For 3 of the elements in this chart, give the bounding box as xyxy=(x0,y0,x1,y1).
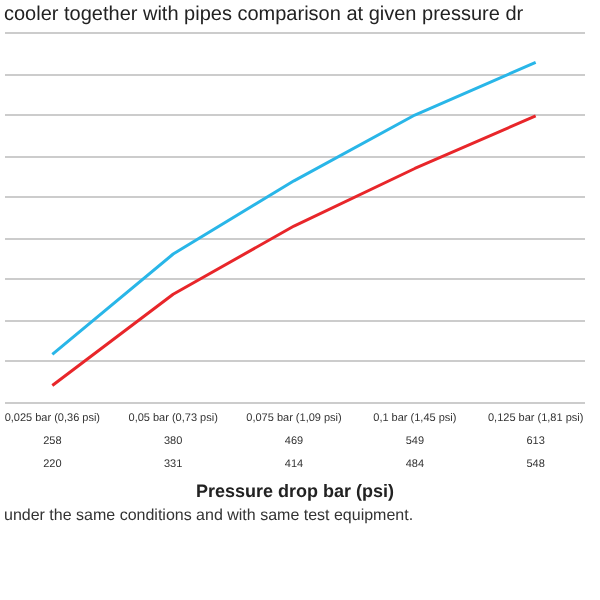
x-axis-title: Pressure drop bar (psi) xyxy=(195,481,395,501)
chart-title: cooler together with pipes comparison at given pressure dr xyxy=(4,4,525,26)
text: under the same conditions and with same test equipment. xyxy=(4,506,414,524)
